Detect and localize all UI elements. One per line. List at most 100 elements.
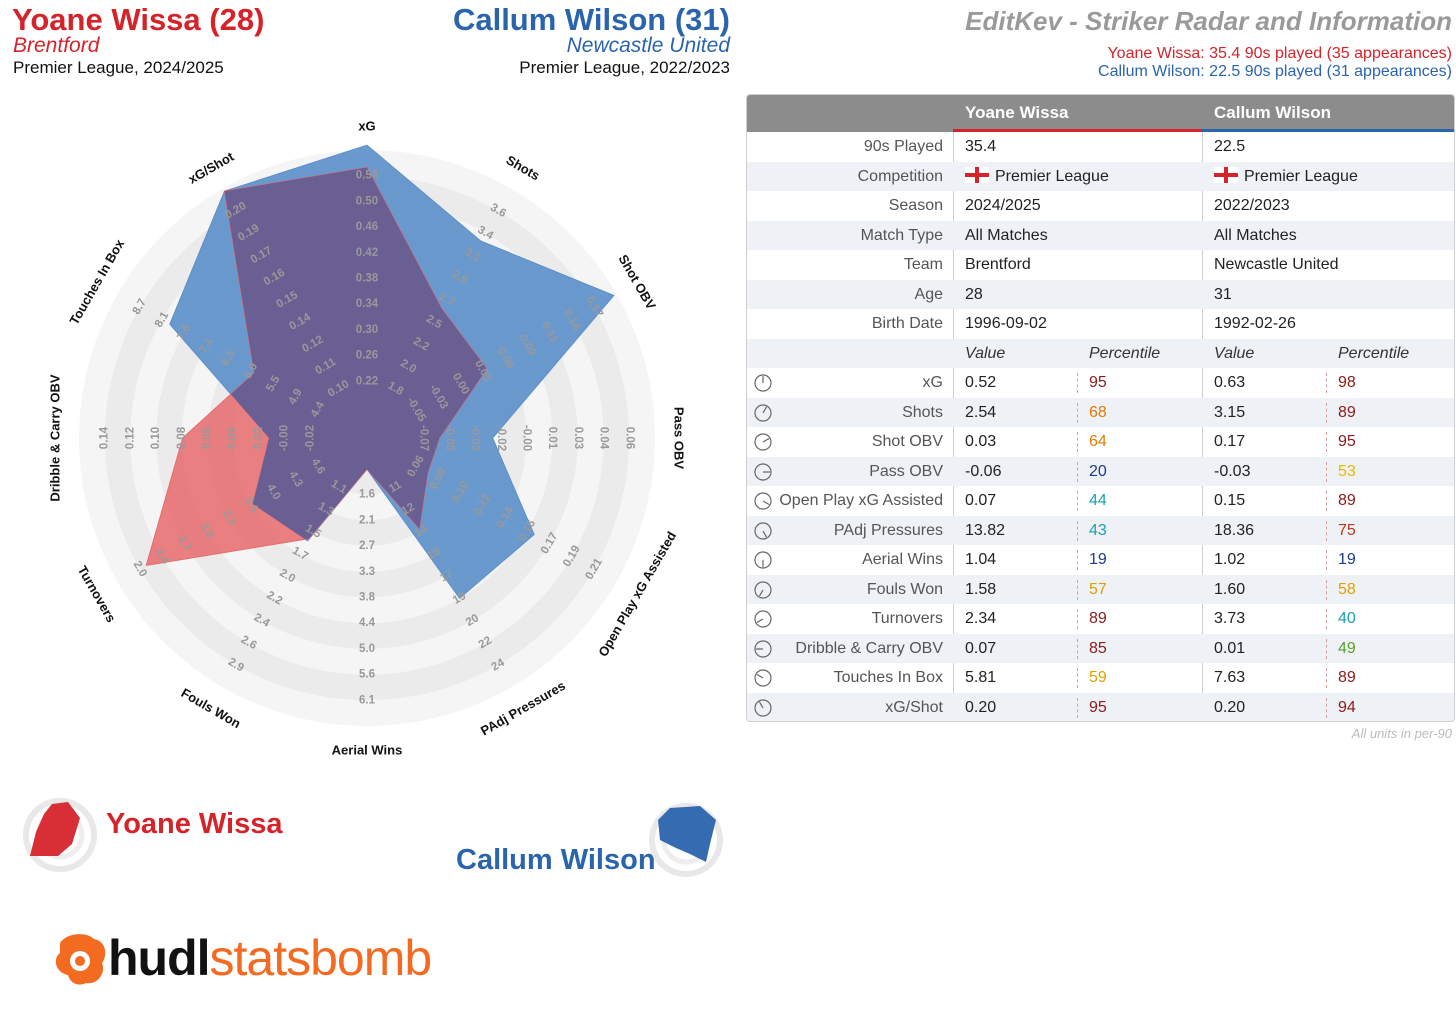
stat-label: Aerial Wins — [862, 551, 943, 568]
player2-value-text: Premier League — [1244, 167, 1358, 185]
table-row: Team Brentford Newcastle United — [747, 250, 1454, 280]
player1-stat-value: 2.34 — [965, 610, 997, 627]
player2-percentile: 89 — [1338, 669, 1356, 686]
player1-value-text: Premier League — [995, 167, 1109, 185]
percentile-divider — [1326, 461, 1327, 482]
radar-tick-label: 0.10 — [150, 427, 162, 449]
player2-stat-value: -0.03 — [1214, 462, 1251, 480]
radar-axis-label: Pass OBV — [672, 407, 687, 469]
stat-label: Fouls Won — [866, 580, 943, 598]
stat-gauge-icon — [754, 521, 772, 540]
stat-gauge-icon — [754, 374, 772, 392]
radar-tick-label: -0.07 — [418, 425, 430, 451]
table-row: Birth Date 1996-09-02 1992-02-26 — [747, 309, 1454, 339]
player1-value-text: Brentford — [965, 256, 1031, 273]
radar-tick-label: 17 — [438, 568, 455, 585]
radar-tick-label: 0.06 — [202, 427, 214, 449]
player1-stat-value: 0.20 — [965, 698, 997, 716]
legend-player1-name: Yoane Wissa — [106, 808, 283, 840]
radar-tick-label: 0.54 — [356, 170, 379, 182]
radar-tick-label: 0.03 — [572, 427, 584, 449]
stat-gauge-icon — [754, 698, 772, 717]
player1-stat-value: 2.54 — [965, 403, 997, 421]
radar-axis-label: Dribble & Carry OBV — [48, 374, 63, 501]
player2-stat-value: 3.15 — [1214, 403, 1246, 421]
table-row: xG/Shot 0.20 95 0.20 94 — [747, 692, 1454, 721]
stat-label: Shot OBV — [871, 433, 943, 450]
player1-stat-value: 0.07 — [965, 492, 997, 509]
player2-percentile: 94 — [1338, 698, 1356, 716]
percentile-divider — [1326, 638, 1327, 659]
player2-value: Newcastle United — [1214, 250, 1339, 280]
player2-percentile: 89 — [1338, 403, 1356, 421]
player1-value: All Matches — [965, 221, 1048, 251]
player2-percentile: 95 — [1338, 433, 1356, 450]
stat-label: PAdj Pressures — [833, 521, 943, 539]
table-row: 90s Played 35.4 22.5 — [747, 132, 1454, 162]
player1-value-text: All Matches — [965, 226, 1048, 244]
statsbomb-mark-icon — [55, 934, 106, 985]
player2-percentile: 58 — [1338, 580, 1356, 598]
player1-stat-value: 0.03 — [965, 433, 997, 450]
radar-axis-label: xG/Shot — [186, 149, 237, 187]
player2-stat-value: 0.01 — [1214, 639, 1246, 657]
player1-stat-value: 1.04 — [965, 551, 997, 568]
radar-tick-label: 3.8 — [359, 592, 376, 604]
radar-tick-label: 0.50 — [356, 195, 378, 207]
percentile-divider — [1326, 520, 1327, 541]
table-row: Match Type All Matches All Matches — [747, 220, 1454, 251]
player2-value-text: 31 — [1214, 285, 1232, 303]
player2-percentile: 19 — [1338, 551, 1356, 568]
value-header: Value — [1214, 344, 1255, 362]
player2-value: Premier League — [1214, 162, 1358, 192]
radar-tick-label: 0.08 — [176, 426, 188, 449]
player1-value: 35.4 — [965, 132, 996, 162]
radar-tick-label: 14 — [413, 523, 431, 540]
player1-stat-value: 1.58 — [965, 580, 997, 598]
player2-value-text: 1992-02-26 — [1214, 315, 1296, 332]
radar-tick-label: 0.02 — [253, 427, 265, 449]
percentile-divider — [1077, 609, 1078, 629]
legend-player2-name: Callum Wilson — [456, 844, 656, 876]
percentile-divider — [1326, 697, 1327, 718]
table-row: xG 0.52 95 0.63 98 — [747, 368, 1454, 398]
player2-stat-value: 18.36 — [1214, 521, 1255, 539]
stat-gauge-icon — [754, 433, 772, 451]
player1-percentile: 64 — [1089, 433, 1107, 450]
stat-gauge-icon — [754, 462, 772, 481]
percentile-divider — [1326, 668, 1327, 688]
row-label: 90s Played — [863, 138, 943, 155]
player2-percentile: 49 — [1338, 639, 1356, 657]
player1-percentile: 89 — [1089, 610, 1107, 627]
row-label: Season — [888, 197, 943, 214]
player2-stat-value: 3.73 — [1214, 610, 1246, 627]
percentile-divider — [1326, 402, 1327, 423]
player1-value: 2024/2025 — [965, 191, 1041, 221]
player1-value-text: 28 — [965, 285, 983, 303]
stat-gauge-icon — [754, 639, 772, 658]
radar-tick-label: 0.04 — [227, 426, 239, 449]
player2-value: All Matches — [1214, 221, 1297, 251]
percentile-divider — [1326, 373, 1327, 393]
table-row: Turnovers 2.34 89 3.73 40 — [747, 604, 1454, 634]
percentile-divider — [1077, 491, 1078, 511]
player1-stat-value: 0.07 — [965, 639, 997, 657]
stat-label: Pass OBV — [869, 462, 943, 480]
table-footnote: All units in per-90 — [1351, 726, 1452, 741]
radar-tick-label: 0.26 — [356, 350, 378, 362]
radar-tick-label: 2.1 — [359, 514, 376, 526]
radar-tick-label: 0.30 — [356, 324, 378, 336]
table-row: Touches In Box 5.81 59 7.63 89 — [747, 663, 1454, 693]
player1-stat-value: 0.52 — [965, 374, 997, 391]
table-row: Value Percentile Value Percentile — [747, 338, 1454, 368]
radar-tick-label: -0.00 — [521, 425, 533, 451]
value-header: Value — [965, 344, 1006, 362]
radar-tick-label: 24 — [490, 657, 508, 674]
percentile-divider — [1326, 491, 1327, 511]
percentile-divider — [1077, 697, 1078, 718]
table-row: Competition Premier League Premier League — [747, 161, 1454, 192]
percentile-header: Percentile — [1338, 344, 1410, 362]
table-row: Dribble & Carry OBV 0.07 85 0.01 49 — [747, 633, 1454, 663]
player1-competition: Premier League, 2024/2025 — [13, 58, 224, 77]
radar-axis-label: xG — [358, 119, 375, 134]
